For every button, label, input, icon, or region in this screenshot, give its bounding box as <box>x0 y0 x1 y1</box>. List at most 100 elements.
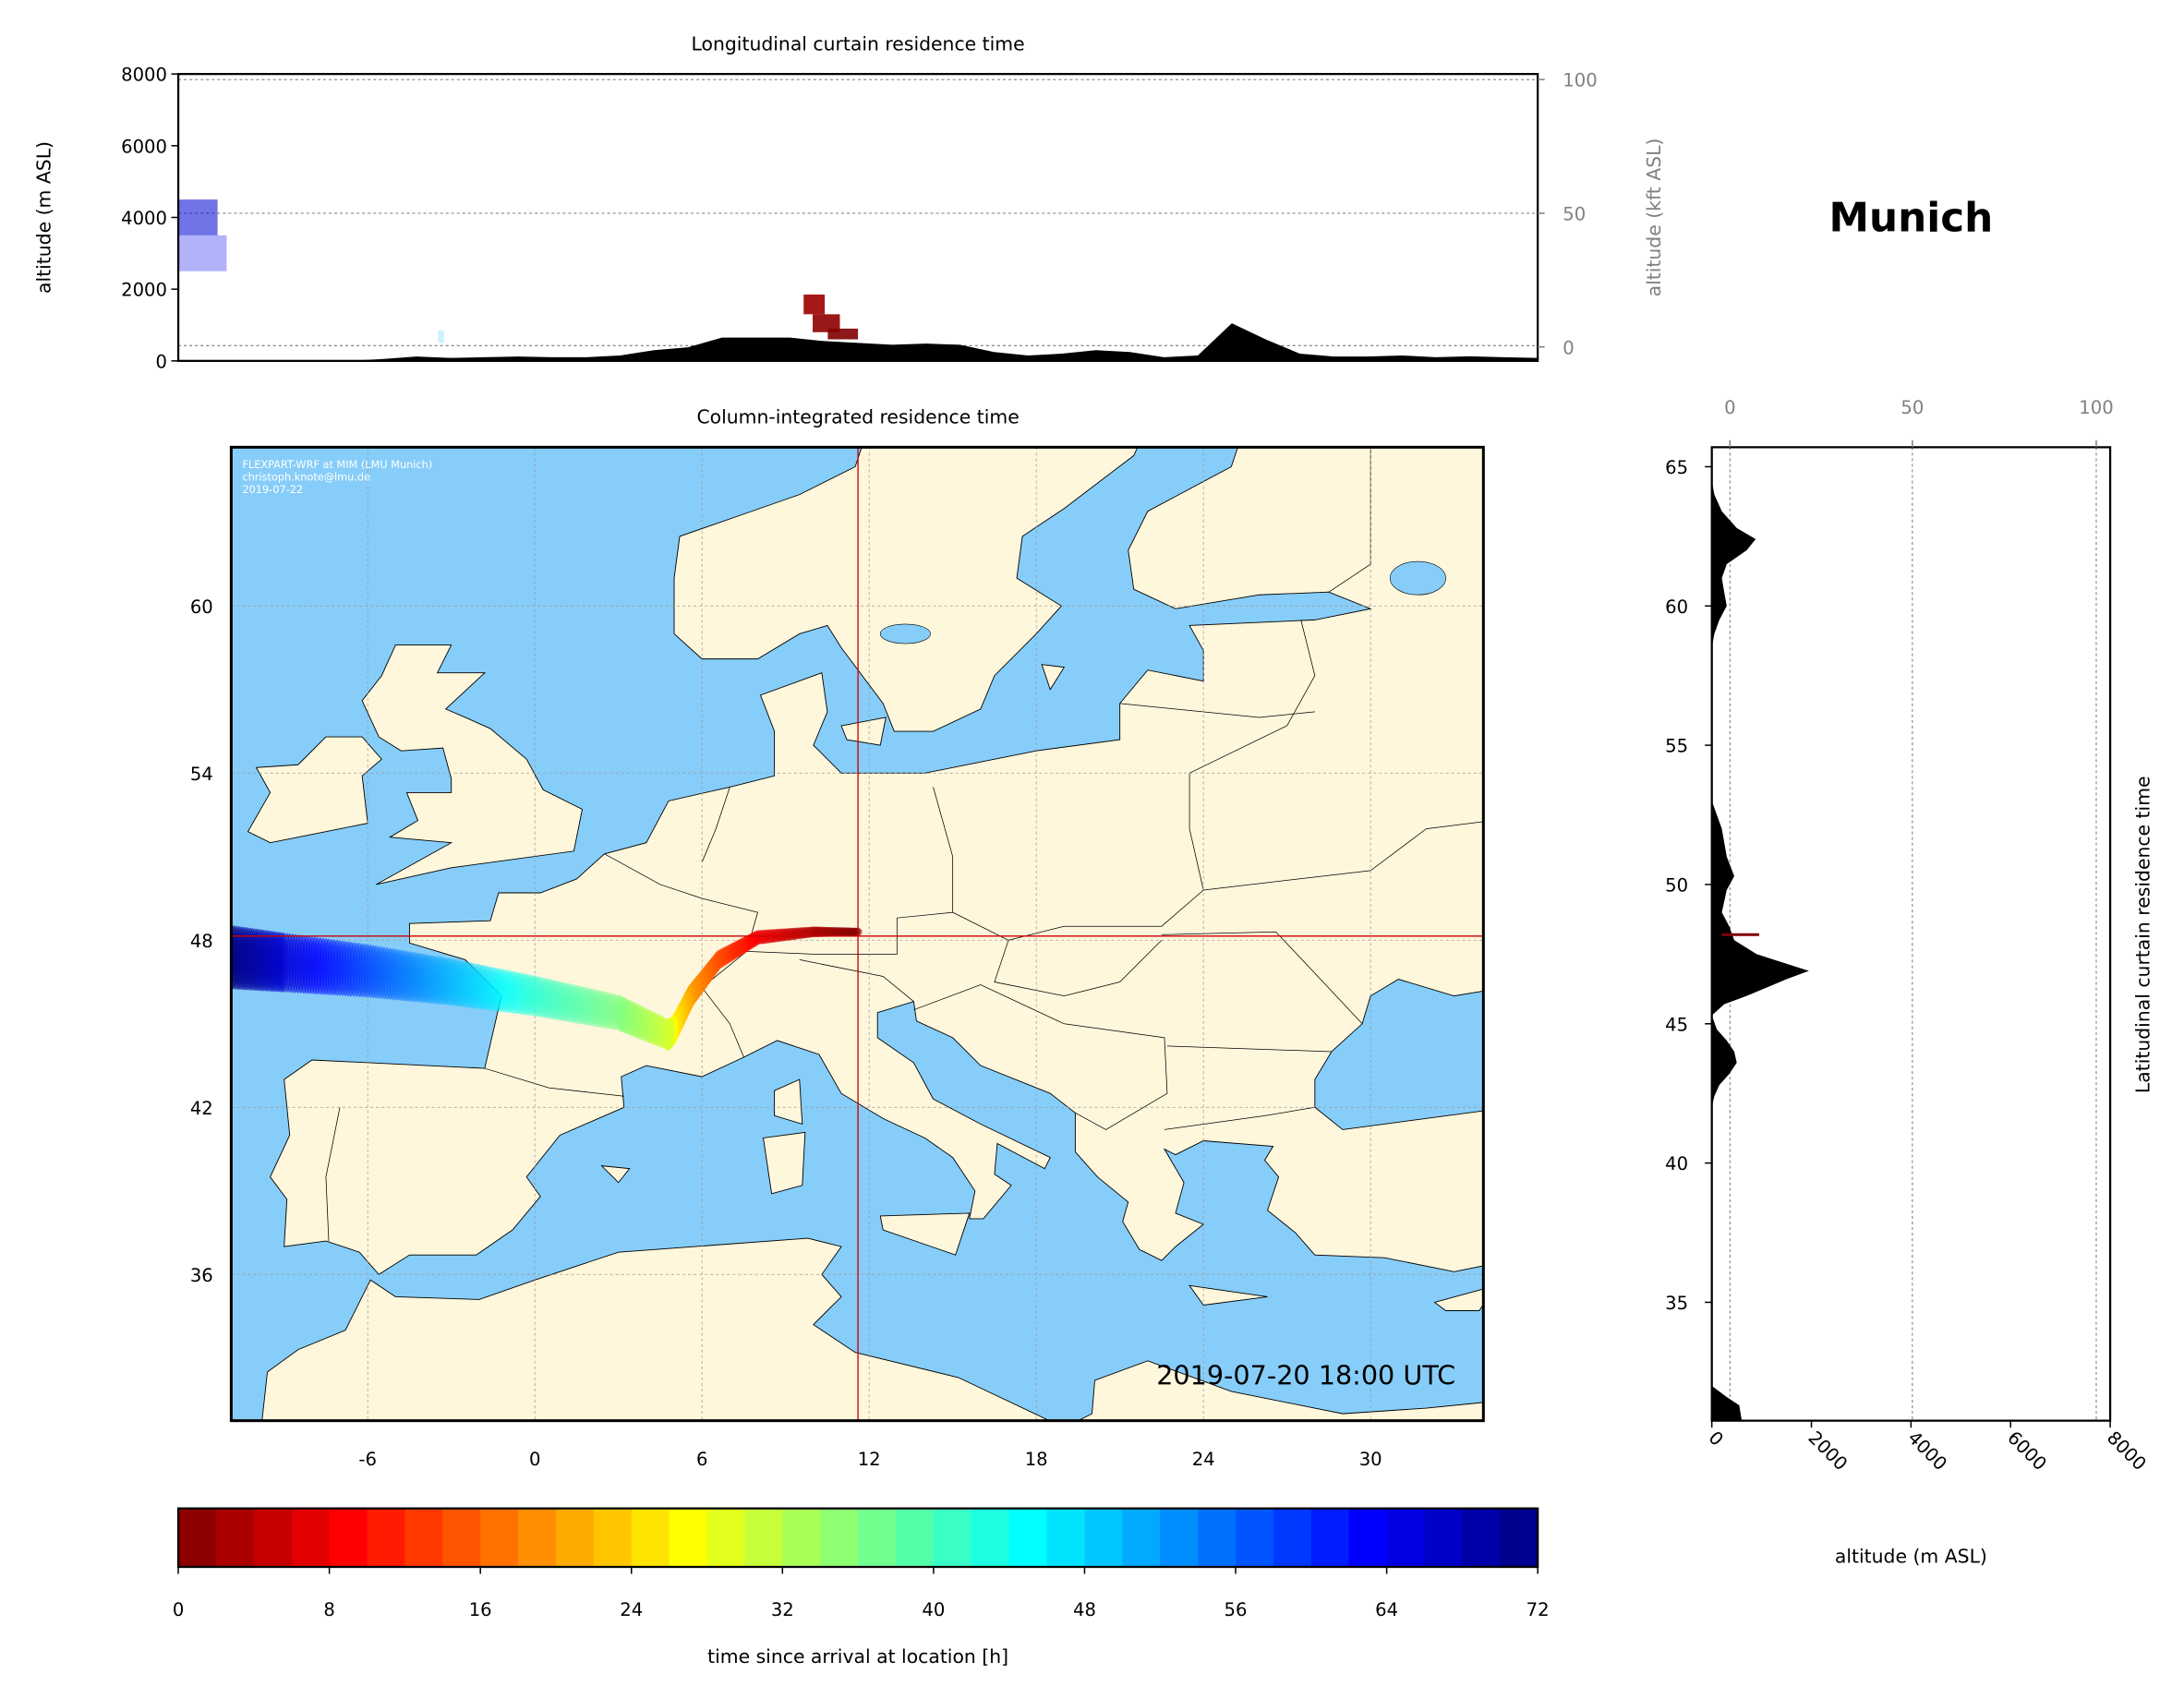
colorbar-cell <box>1198 1508 1237 1568</box>
colorbar-cell <box>1160 1508 1199 1568</box>
colorbar-cell <box>518 1508 557 1568</box>
country-border <box>799 959 914 1002</box>
colorbar-cell <box>215 1508 255 1568</box>
colorbar-cell <box>669 1508 708 1568</box>
curtain-cell <box>827 328 859 340</box>
colorbar-tick-label: 64 <box>1375 1599 1398 1620</box>
colorbar-tick-label: 56 <box>1225 1599 1248 1620</box>
map-xtick-label: 18 <box>1025 1449 1048 1470</box>
right-panel-title: Latitudinal curtain residence time <box>2131 776 2154 1093</box>
map-ytick-label: 42 <box>190 1098 213 1119</box>
land-sardinia <box>763 1131 806 1195</box>
ytick-right-label: 50 <box>1563 204 1586 225</box>
colorbar-cell <box>782 1508 821 1568</box>
colorbar-tick-label: 0 <box>173 1599 184 1620</box>
colorbar-cell <box>555 1508 595 1568</box>
colorbar-cell <box>404 1508 444 1568</box>
country-border <box>1164 1106 1315 1130</box>
land-africa <box>261 1237 1484 1421</box>
longitudinal-curtain-panel: Longitudinal curtain residence time 0 200… <box>32 32 1665 372</box>
country-border <box>1166 1045 1332 1053</box>
colorbar-tick-label: 8 <box>323 1599 334 1620</box>
colorbar-cell <box>1500 1508 1538 1568</box>
location-title: Munich <box>1828 195 1993 242</box>
map-xtick-label: 24 <box>1192 1449 1215 1470</box>
ytick-label: 45 <box>1665 1014 1688 1035</box>
land-great-britain <box>361 644 583 885</box>
colorbar-cell <box>1236 1508 1274 1568</box>
top-ylabel: altitude (m ASL) <box>32 141 54 294</box>
map-panel: Column-integrated residence time FLEXPAR… <box>190 406 1485 1470</box>
colorbar-tick-label: 24 <box>620 1599 643 1620</box>
land-crete <box>1189 1284 1268 1306</box>
colorbar-cell <box>933 1508 972 1568</box>
country-border <box>1161 931 1363 1025</box>
ytick-label: 40 <box>1665 1153 1688 1174</box>
map-frame <box>229 445 1485 1423</box>
colorbar-cell <box>1046 1508 1086 1568</box>
land-sicily <box>879 1212 971 1256</box>
colorbar-cell <box>1122 1508 1161 1568</box>
curtain-cell <box>178 199 218 235</box>
land-ireland <box>247 736 382 844</box>
land-mallorca <box>600 1165 631 1184</box>
colorbar-cell <box>178 1508 217 1568</box>
colorbar-cell <box>593 1508 633 1568</box>
map-xtick-label: 6 <box>696 1449 707 1470</box>
latitudinal-curtain-panel: 35 40 45 50 55 60 65 0 50 100 0 2000 4000 6000 8000 al… <box>1665 397 2154 1567</box>
land-corsica <box>774 1078 803 1126</box>
colorbar-cell <box>895 1508 935 1568</box>
xtick-label: 8000 <box>2103 1427 2151 1475</box>
colorbar-cell <box>442 1508 481 1568</box>
watermark-line-3: 2019-07-22 <box>242 484 303 496</box>
lake <box>879 623 931 644</box>
ytick-label: 8000 <box>121 65 167 86</box>
colorbar-cell <box>291 1508 331 1568</box>
right-xlabel: altitude (m ASL) <box>1835 1545 1987 1567</box>
curtain-cell <box>438 330 444 343</box>
colorbar-cell <box>706 1508 746 1568</box>
colorbar-cell <box>744 1508 784 1568</box>
ytick-label: 55 <box>1665 736 1688 757</box>
colorbar-tick-label: 48 <box>1073 1599 1096 1620</box>
land-europe <box>270 447 1484 1275</box>
ytick-label: 2000 <box>121 280 167 301</box>
right-panel-frame <box>1710 446 2112 1422</box>
map-xtick-label: -6 <box>358 1449 377 1470</box>
curtain-cell <box>813 314 840 332</box>
colorbar-cell <box>1310 1508 1350 1568</box>
colorbar-cell <box>631 1508 670 1568</box>
country-border <box>746 787 954 955</box>
country-border <box>1189 620 1316 774</box>
colorbar-cell <box>367 1508 406 1568</box>
colorbar-cell <box>971 1508 1010 1568</box>
land-zealand <box>840 717 887 746</box>
country-border <box>701 787 730 862</box>
colorbar-label: time since arrival at location [h] <box>707 1645 1008 1668</box>
colorbar-cell <box>1008 1508 1048 1568</box>
map-title: Column-integrated residence time <box>696 406 1019 428</box>
xtick-top-label: 0 <box>1724 397 1735 418</box>
ytick-right-label: 0 <box>1563 337 1574 358</box>
ytick-right-label: 100 <box>1563 70 1597 91</box>
map-ytick-label: 36 <box>190 1265 213 1286</box>
colorbar-cell <box>329 1508 368 1568</box>
top-panel-frame <box>176 73 1539 362</box>
lake <box>1389 560 1446 596</box>
colorbar-tick-label: 72 <box>1526 1599 1550 1620</box>
colorbar-cell <box>1273 1508 1312 1568</box>
map-ytick-label: 54 <box>190 764 213 785</box>
top-panel-title: Longitudinal curtain residence time <box>692 32 1025 54</box>
ytick-label: 0 <box>156 351 167 372</box>
colorbar-tick-label: 32 <box>771 1599 794 1620</box>
map-ytick-label: 60 <box>190 596 213 618</box>
curtain-cell <box>178 235 227 271</box>
xtick-top-label: 50 <box>1900 397 1924 418</box>
land-scandinavia <box>673 447 1139 732</box>
top-ylabel-right: altitude (kft ASL) <box>1643 138 1665 297</box>
watermark-line-1: FLEXPART-WRF at MIM (LMU Munich) <box>242 459 432 471</box>
terrain-profile <box>178 323 1538 361</box>
colorbar-frame <box>176 1507 1539 1569</box>
colorbar-cell <box>820 1508 859 1568</box>
